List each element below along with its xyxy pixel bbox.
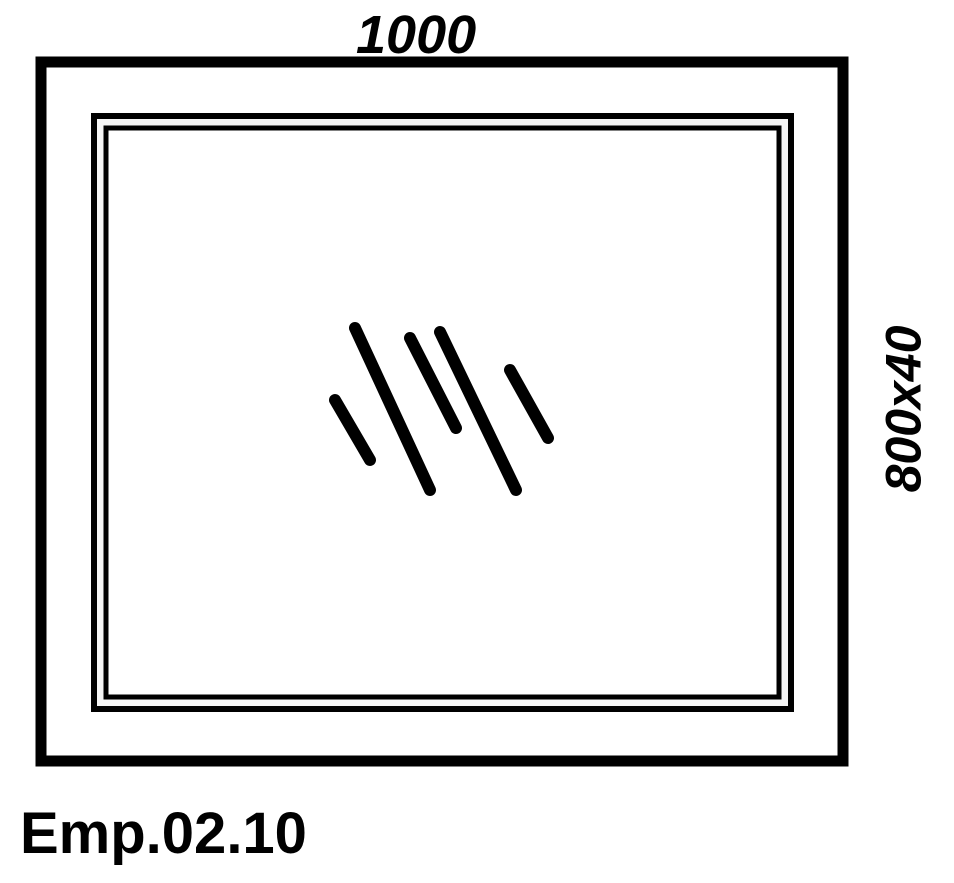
product-code-label: Emp.02.10 bbox=[20, 800, 307, 867]
dimension-width-label: 1000 bbox=[356, 4, 476, 66]
technical-drawing-canvas bbox=[0, 0, 954, 883]
dimension-height-depth-label: 800x40 bbox=[874, 326, 932, 493]
